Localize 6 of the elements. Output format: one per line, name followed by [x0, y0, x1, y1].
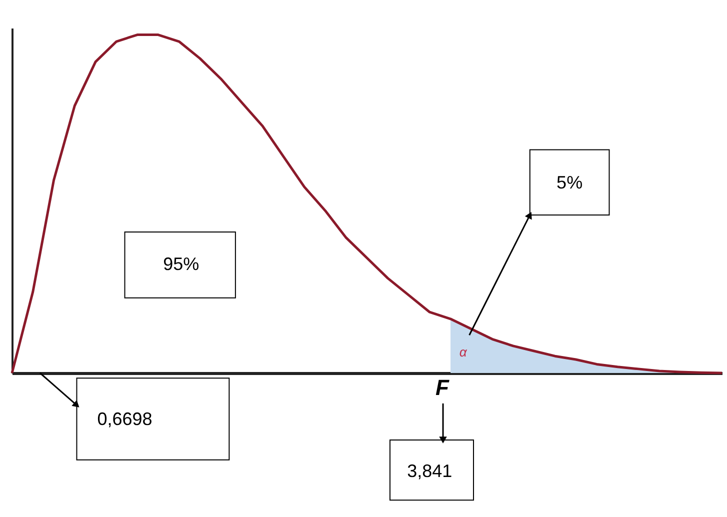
annotation: α: [459, 344, 468, 360]
annotation: 95%: [163, 254, 200, 274]
annotation: 5%: [556, 172, 583, 193]
text: 0,6698: [97, 409, 152, 430]
text: F: [435, 375, 450, 400]
text: 3,841: [407, 461, 452, 482]
